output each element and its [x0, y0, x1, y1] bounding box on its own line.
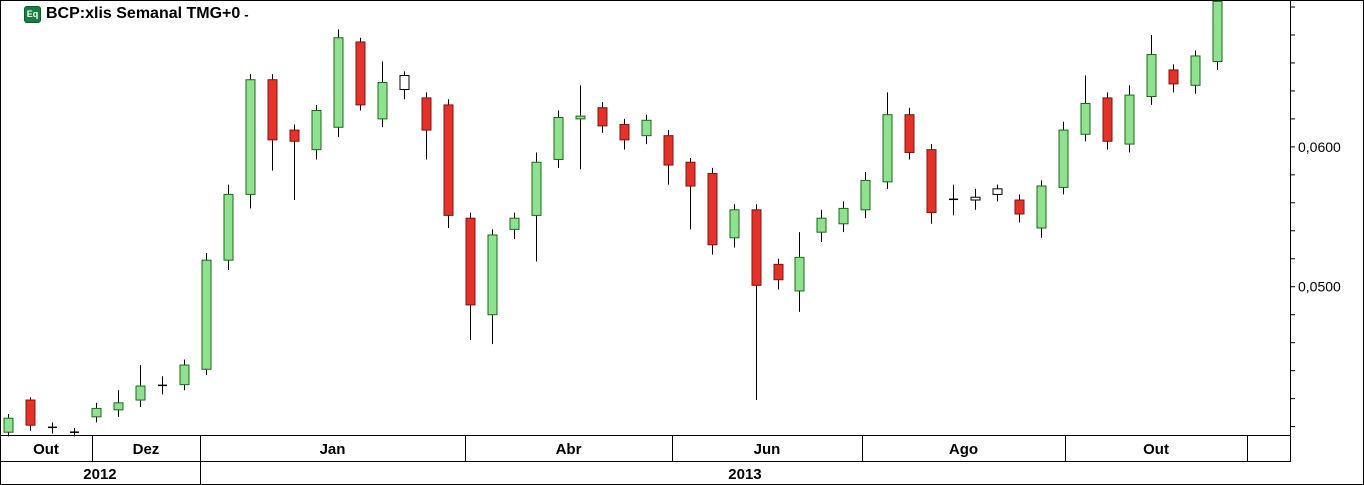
candle-body — [509, 217, 520, 230]
candle-body — [838, 207, 849, 225]
indicator-suffix: - — [244, 6, 249, 22]
candle-body — [245, 79, 256, 195]
candle-body — [3, 417, 14, 433]
candle-body — [201, 259, 212, 370]
candle-body — [1212, 0, 1223, 63]
candle-body — [1014, 199, 1025, 215]
candle-body — [751, 209, 762, 286]
candle-body — [421, 97, 432, 131]
candle-body — [333, 37, 344, 128]
year-label: 2013 — [728, 466, 761, 483]
candle-body — [289, 129, 300, 142]
price-label: 0,0600 — [1298, 139, 1341, 155]
month-label: Abr — [556, 441, 582, 458]
candle-body — [135, 385, 146, 401]
candle-body — [377, 82, 388, 120]
candle-body — [575, 115, 586, 120]
month-label: Jun — [754, 441, 781, 458]
candle-body — [1146, 54, 1157, 98]
candle-body — [860, 179, 871, 211]
price-label: 0,0500 — [1298, 279, 1341, 295]
candle-body — [1102, 97, 1113, 142]
month-label: Ago — [949, 441, 978, 458]
equity-type-badge-icon: Eq — [24, 5, 41, 23]
candle-body — [1190, 55, 1201, 86]
candle-body — [1036, 185, 1047, 229]
candle-body — [1168, 69, 1179, 85]
month-label: Jan — [320, 441, 346, 458]
candle-body — [113, 402, 124, 411]
candle-body — [926, 149, 937, 214]
candle-body — [685, 161, 696, 187]
candle-body — [904, 114, 915, 153]
candle-body — [773, 263, 784, 281]
candle-doji — [48, 426, 57, 429]
candle-body — [707, 172, 718, 246]
month-label: Dez — [133, 441, 160, 458]
candle-doji — [70, 431, 79, 433]
candle-body — [794, 256, 805, 292]
candle-body — [267, 79, 278, 141]
candle-body — [91, 407, 102, 418]
candle-doji — [158, 384, 167, 387]
candle-body — [882, 114, 893, 183]
candle-body — [399, 75, 410, 91]
candle-body — [311, 109, 322, 151]
candle-body — [619, 123, 630, 141]
candle-doji — [949, 198, 958, 201]
candle-body — [465, 217, 476, 306]
candle-body — [1124, 94, 1135, 145]
candle-body — [443, 104, 454, 216]
candle-body — [487, 234, 498, 316]
candle-body — [970, 196, 981, 201]
candle-body — [1058, 129, 1069, 188]
candle-body — [597, 107, 608, 127]
candle-body — [355, 41, 366, 106]
candle-body — [992, 188, 1003, 195]
candle-body — [553, 116, 564, 160]
candle-body — [729, 209, 740, 239]
month-label: Out — [33, 441, 59, 458]
candle-body — [223, 193, 234, 261]
candle-body — [641, 119, 652, 137]
year-label: 2012 — [83, 466, 116, 483]
candle-body — [1080, 103, 1091, 135]
candle-body — [531, 161, 542, 216]
candle-body — [179, 364, 190, 386]
candle-body — [816, 217, 827, 233]
candle-body — [663, 135, 674, 166]
month-label: Out — [1143, 441, 1169, 458]
instrument-selector[interactable]: Eq BCP:xlis Semanal TMG+0 - — [24, 5, 249, 23]
candle-body — [25, 399, 36, 426]
instrument-title: BCP:xlis Semanal TMG+0 — [46, 5, 241, 22]
